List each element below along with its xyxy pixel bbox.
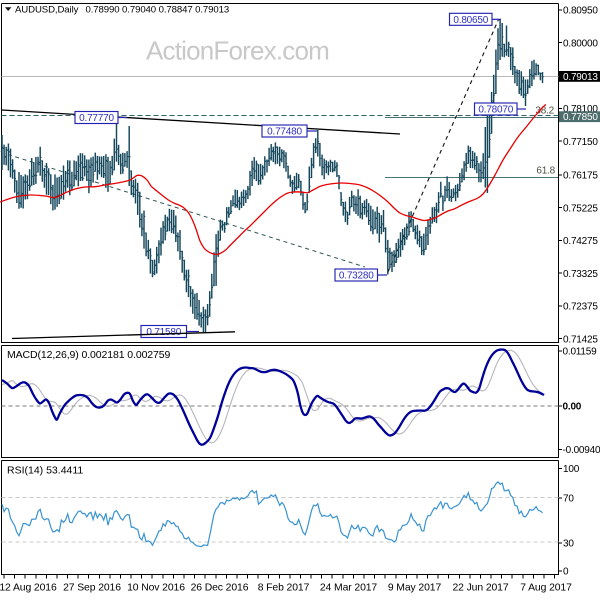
svg-text:30: 30: [563, 539, 574, 550]
svg-text:0.74275: 0.74275: [563, 236, 598, 247]
svg-text:22 Jun 2017: 22 Jun 2017: [452, 583, 508, 594]
svg-text:0.77850: 0.77850: [563, 112, 598, 123]
svg-text:0.72375: 0.72375: [563, 302, 598, 313]
svg-text:8 Feb 2017: 8 Feb 2017: [258, 583, 310, 594]
svg-text:0.01159: 0.01159: [563, 347, 598, 358]
svg-text:0.77480: 0.77480: [267, 127, 302, 138]
svg-text:0.78990 0.79040 0.78847 0.7901: 0.78990 0.79040 0.78847 0.79013: [86, 5, 230, 16]
svg-text:-0.009408: -0.009408: [563, 445, 600, 456]
svg-text:24 Mar 2017: 24 Mar 2017: [320, 583, 378, 594]
svg-text:0.73325: 0.73325: [563, 269, 598, 280]
svg-text:27 Sep 2016: 27 Sep 2016: [63, 583, 121, 594]
svg-text:0.76175: 0.76175: [563, 171, 598, 182]
svg-text:0.77770: 0.77770: [79, 113, 114, 124]
svg-text:9 May 2017: 9 May 2017: [388, 583, 442, 594]
svg-text:7 Aug 2017: 7 Aug 2017: [520, 583, 572, 594]
svg-text:0.71580: 0.71580: [146, 327, 181, 338]
svg-text:100: 100: [563, 464, 580, 475]
svg-text:0.73280: 0.73280: [339, 271, 374, 282]
svg-text:ActionForex.com: ActionForex.com: [146, 36, 329, 66]
svg-text:0.79013: 0.79013: [563, 72, 598, 83]
svg-text:MACD(12,26,9) 0.002181 0.00275: MACD(12,26,9) 0.002181 0.002759: [7, 349, 171, 361]
svg-text:0.80650: 0.80650: [453, 15, 488, 26]
svg-text:12 Aug 2016: 12 Aug 2016: [0, 583, 57, 594]
svg-text:0.75225: 0.75225: [563, 203, 598, 214]
svg-text:0.78100: 0.78100: [563, 104, 598, 115]
svg-text:0.80950: 0.80950: [563, 6, 598, 17]
svg-text:10 Nov 2016: 10 Nov 2016: [127, 583, 185, 594]
svg-text:AUDUSD,Daily: AUDUSD,Daily: [15, 5, 79, 16]
svg-text:RSI(14) 53.4411: RSI(14) 53.4411: [7, 465, 83, 477]
svg-text:61.8: 61.8: [536, 166, 555, 177]
svg-text:38.2: 38.2: [535, 106, 554, 117]
svg-text:26 Dec 2016: 26 Dec 2016: [191, 583, 249, 594]
svg-text:0.00: 0.00: [563, 402, 582, 413]
svg-text:0.78070: 0.78070: [478, 105, 513, 116]
svg-text:0.71425: 0.71425: [563, 334, 598, 345]
svg-text:70: 70: [563, 494, 574, 505]
svg-text:0.80000: 0.80000: [563, 38, 598, 49]
svg-text:0.77150: 0.77150: [563, 137, 598, 148]
svg-text:0: 0: [563, 567, 569, 578]
